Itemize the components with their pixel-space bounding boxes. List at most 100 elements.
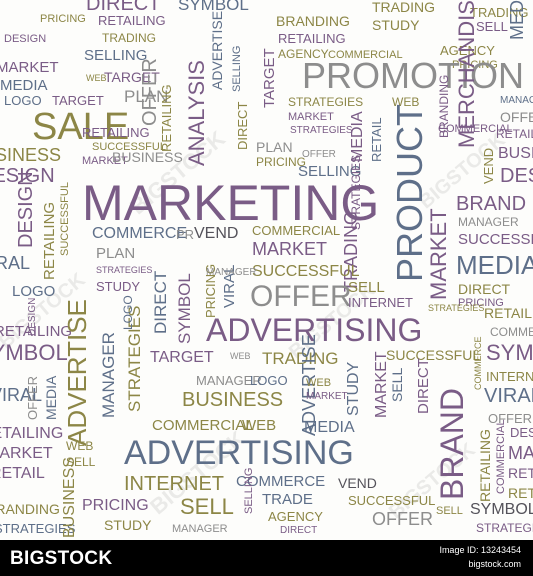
cloud-word: BRANDING — [437, 74, 451, 138]
cloud-word: COMMERCE — [473, 336, 483, 391]
cloud-word: SELL — [180, 494, 234, 519]
cloud-word: SYMBOL — [470, 501, 533, 518]
site-url-label: bigstock.com — [468, 559, 521, 569]
cloud-word: MEDIA — [0, 77, 48, 94]
cloud-word: DIRECT — [151, 270, 170, 334]
cloud-word: STUDY — [104, 517, 152, 533]
cloud-word: COMMERCE — [92, 225, 188, 242]
cloud-word: ADVERTISING — [206, 312, 423, 348]
cloud-word: ADVERTISE — [209, 10, 225, 90]
cloud-word: SYMBOL — [175, 273, 194, 344]
cloud-word: STRATEGIES — [96, 265, 153, 275]
cloud-word: WEB — [66, 439, 94, 453]
cloud-word: BRAND — [456, 193, 527, 215]
cloud-word: MEDIA — [43, 375, 59, 420]
cloud-word: SUCCESSFUL — [59, 182, 71, 256]
cloud-word: MARKETING — [82, 175, 380, 231]
cloud-word: MARKET — [306, 391, 348, 402]
cloud-word: STRATEGIES — [428, 303, 485, 313]
bigstock-logo: BIGSTOCK — [10, 548, 113, 569]
cloud-word: STRATEGIES — [476, 521, 533, 535]
cloud-word: SELL — [476, 19, 508, 34]
cloud-word: SELLING — [231, 45, 243, 92]
cloud-word: PRICING — [256, 155, 307, 169]
cloud-word: DIRECT — [458, 281, 511, 297]
cloud-word: TARGET — [150, 349, 214, 366]
cloud-word: SELLING — [84, 47, 148, 64]
cloud-word: MARKET — [373, 351, 390, 418]
cloud-word: BRAND — [434, 387, 470, 500]
cloud-word: VEND — [194, 225, 239, 242]
cloud-word: RETAILING — [98, 13, 166, 28]
cloud-word: COMMERCIAL — [438, 123, 513, 135]
cloud-word: MANAGER — [99, 332, 118, 418]
cloud-word: STRATEGIES — [0, 521, 76, 536]
cloud-word: PR — [176, 227, 195, 242]
cloud-word: SELL — [389, 367, 405, 402]
cloud-word: MANAGER — [196, 373, 262, 388]
cloud-word: DIRECT — [415, 358, 432, 414]
cloud-word: VIRAL — [0, 253, 31, 273]
cloud-word: INTERNET — [486, 369, 533, 384]
cloud-word: VIRAL — [484, 385, 533, 407]
cloud-word: STRATEGIES — [290, 125, 353, 136]
cloud-word: DIRECT — [280, 525, 318, 536]
cloud-word: SUCCESSFUL — [386, 347, 481, 363]
cloud-word: RETAILING — [0, 425, 64, 442]
cloud-word: TRADING — [470, 5, 529, 20]
cloud-word: OFFER — [372, 509, 433, 529]
cloud-word: SUCCESSFUL — [92, 141, 166, 153]
cloud-word: SELL — [66, 455, 96, 469]
cloud-word: DESIGN — [4, 33, 47, 45]
cloud-word: RETAIL — [484, 305, 532, 321]
cloud-word: INTERNET — [124, 473, 224, 495]
cloud-word: INTERNET — [348, 295, 413, 310]
cloud-word: DESIGN — [27, 297, 38, 336]
cloud-word: OFFER — [500, 109, 533, 125]
cloud-word: COMMERCIAL — [328, 49, 403, 61]
cloud-word: MEDIA — [507, 0, 527, 40]
cloud-word: BRANDING — [0, 501, 60, 517]
cloud-word: TRADING — [372, 0, 435, 15]
cloud-word: BUSINESS — [112, 149, 183, 165]
cloud-word: SYMBOL — [486, 340, 533, 365]
cloud-word: TRADING — [262, 349, 339, 368]
cloud-word: VEND — [338, 475, 377, 491]
cloud-word: ADVERTISING — [124, 434, 354, 472]
cloud-word: BUSINESS — [0, 145, 62, 165]
cloud-word: DESIGN — [500, 165, 533, 187]
cloud-word: RETAILING — [477, 429, 493, 502]
cloud-word: STUDY — [345, 361, 362, 416]
cloud-word: VIRAL — [0, 385, 43, 405]
cloud-word: SYMBOL — [178, 0, 249, 14]
cloud-word: MEDIA — [456, 250, 533, 280]
cloud-word: DIRECT — [86, 0, 161, 15]
cloud-word: SELL — [436, 505, 463, 517]
cloud-word: DESIGN — [15, 171, 37, 248]
cloud-word: TARGET — [261, 48, 278, 108]
cloud-word: OFFER — [139, 58, 161, 126]
cloud-word: LOGO — [121, 295, 135, 330]
cloud-word: MARKET — [0, 59, 59, 76]
cloud-word: RETAILING — [159, 84, 174, 152]
cloud-word: STUDY — [96, 279, 141, 294]
cloud-word: RETAILING — [0, 323, 73, 340]
cloud-word: MANAGER — [500, 95, 533, 106]
cloud-word: STRATEGIES — [288, 95, 364, 109]
cloud-word: DESIGN — [0, 165, 55, 187]
cloud-word: OFFER — [25, 375, 40, 420]
cloud-word: RETAIL — [508, 485, 533, 501]
cloud-word: AGENCY — [278, 47, 329, 61]
cloud-word: ANALYSIS — [184, 60, 209, 166]
cloud-word: COMMERCIAL — [495, 419, 507, 494]
cloud-word: RETAIL — [0, 465, 45, 482]
cloud-word: COMMERCE — [236, 473, 326, 490]
cloud-word: BUSINESS — [182, 389, 284, 411]
cloud-word: MARKET — [82, 155, 128, 167]
cloud-word: PLAN — [124, 87, 169, 106]
cloud-word: TRADING — [102, 31, 156, 45]
cloud-word: COMMERCIAL — [490, 325, 533, 339]
cloud-word: SUCCESSFUL — [348, 493, 436, 508]
cloud-word: MARKET — [0, 445, 53, 462]
cloud-word: MERCHANDISE — [454, 0, 479, 148]
